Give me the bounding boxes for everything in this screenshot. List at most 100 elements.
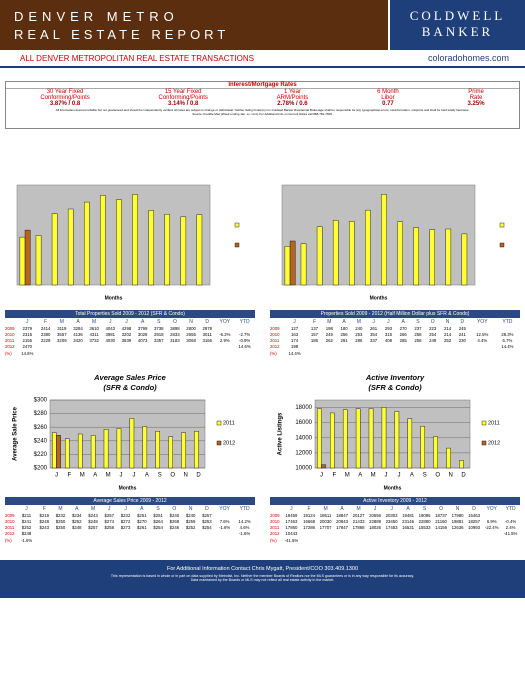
cell: 3420 — [73, 338, 83, 344]
cell — [416, 537, 433, 543]
x-tick-label: A — [93, 473, 97, 479]
x-tick-label: M — [80, 473, 85, 479]
cell: $251 — [153, 512, 163, 518]
row-label: 2010 — [270, 331, 280, 337]
cell: 3166 — [202, 338, 213, 344]
cell: 12636 — [451, 525, 464, 531]
header-row: J F M A M J J A S O N D YOY YTD — [270, 318, 520, 325]
y-tick-label: 14000 — [295, 435, 312, 441]
row-label: 2009 — [5, 512, 15, 518]
rates-columns: 30 Year Fixed Conforming/Points 3.87% / 0.… — [6, 89, 519, 107]
cell — [117, 537, 133, 543]
rate-column: Prime Rate 3.25% — [468, 89, 485, 107]
cell — [151, 350, 167, 356]
plot-area — [49, 399, 206, 469]
rates-disclaimer: All information deemed reliable but not … — [55, 108, 470, 112]
cell: 10443 — [285, 531, 298, 537]
cell: $250 — [55, 525, 66, 531]
column-header: F — [307, 505, 311, 512]
x-tick-label: M — [345, 473, 350, 479]
bar — [65, 438, 70, 469]
row-label: 2011 — [270, 525, 280, 531]
cell — [351, 350, 366, 356]
cell — [54, 350, 70, 356]
y-tick-label: $240 — [34, 438, 48, 444]
legend-swatch — [499, 222, 505, 228]
cell: -41.5% — [284, 537, 299, 543]
column-header: YOY — [476, 318, 488, 325]
chart-subtitle: (SFR & Condo) — [368, 383, 422, 392]
column-header: N — [445, 318, 450, 325]
cell: 253 — [355, 331, 363, 337]
cell — [70, 350, 86, 356]
bar — [90, 435, 96, 469]
bar — [196, 214, 203, 286]
cell — [466, 537, 483, 543]
legend-swatch — [499, 242, 505, 248]
bar — [51, 213, 58, 286]
column-header: M — [327, 318, 332, 325]
bar — [103, 429, 109, 469]
row-label: 2010 — [270, 518, 280, 524]
chart-title: Average Sales Price — [93, 373, 166, 382]
column-header: M — [356, 505, 361, 512]
cell: $261 — [137, 525, 147, 531]
cell: 20030 — [319, 518, 332, 524]
y-tick-label: $300 — [34, 398, 48, 404]
cell: 3799 — [137, 325, 148, 331]
column-header: A — [340, 505, 344, 512]
cell: 28.3% — [501, 331, 514, 337]
cell: 4.6% — [239, 525, 250, 531]
bar — [19, 236, 26, 286]
cell — [337, 350, 352, 356]
bar — [116, 199, 122, 286]
data-table: J F M A M J J A S O N D YOY YTD 2009 19459 19124 18611 188… — [270, 505, 520, 543]
column-header: M — [323, 505, 328, 512]
row-label: 2009 — [5, 325, 15, 331]
rates-box: Interest/Mortgage Rates 30 Year Fixed Con… — [5, 81, 520, 129]
cell: $211 — [21, 512, 32, 518]
cell: 3357 — [153, 338, 164, 344]
cell: $250 — [55, 518, 66, 524]
cell: 186 — [310, 338, 319, 344]
rate-column: 30 Year Fixed Conforming/Points 3.87% / 0.… — [40, 89, 89, 107]
bar — [180, 216, 187, 286]
table-title: Properties Sold 2009 - 2012 (Half Millio… — [270, 310, 520, 318]
column-header: O — [172, 505, 177, 512]
bar — [407, 418, 413, 469]
cell: 198 — [325, 325, 333, 331]
cell: 2379 — [22, 325, 33, 331]
row-label: (%) — [5, 350, 12, 356]
cell: 3028 — [137, 331, 148, 337]
cell — [69, 537, 85, 543]
cell — [167, 350, 183, 356]
cell — [317, 537, 334, 543]
cell: 270 — [399, 325, 407, 331]
x-tick-label: N — [448, 473, 452, 479]
cell: 2800 — [186, 325, 196, 331]
cell — [440, 350, 455, 356]
column-header: M — [59, 318, 64, 325]
column-header: J — [293, 318, 296, 325]
cell: $232 — [55, 512, 66, 518]
column-header: O — [430, 318, 435, 325]
cell — [85, 537, 101, 543]
cell: 15463 — [468, 512, 481, 518]
x-tick-label: J — [120, 473, 123, 479]
cell: 17868 — [352, 525, 365, 531]
bar — [349, 221, 355, 286]
cell — [199, 350, 215, 356]
header-row: J F M A M J J A S O N D YOY YTD — [5, 505, 255, 512]
cell: 2655 — [186, 331, 196, 337]
table-row: 2009 127 137 198 180 240 261 293 270 237 223 214 245 — [270, 325, 520, 331]
cell: 20943 — [336, 518, 349, 524]
column-header: D — [205, 505, 209, 512]
cell: 22889 — [369, 518, 382, 524]
cell: $254 — [202, 525, 212, 531]
column-header: A — [75, 505, 79, 512]
cell: 254 — [429, 331, 437, 337]
column-header: YTD — [239, 318, 250, 325]
rate-label: Conforming/Points — [40, 95, 90, 101]
cell: $257 — [202, 512, 212, 518]
